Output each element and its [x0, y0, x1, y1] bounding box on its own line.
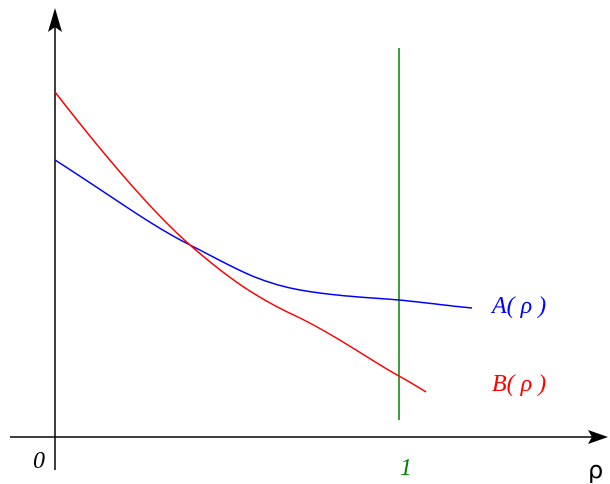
- x-axis-label: ρ: [588, 456, 603, 484]
- x-arrow: [588, 430, 608, 444]
- origin-label: 0: [33, 448, 45, 474]
- y-arrow: [48, 8, 62, 32]
- curve-a-label: A( ρ ): [490, 293, 546, 319]
- curve-b-label: B( ρ ): [492, 371, 546, 397]
- curve-b: [54, 91, 427, 393]
- curve-a: [54, 159, 473, 309]
- unit-label: 1: [400, 455, 412, 481]
